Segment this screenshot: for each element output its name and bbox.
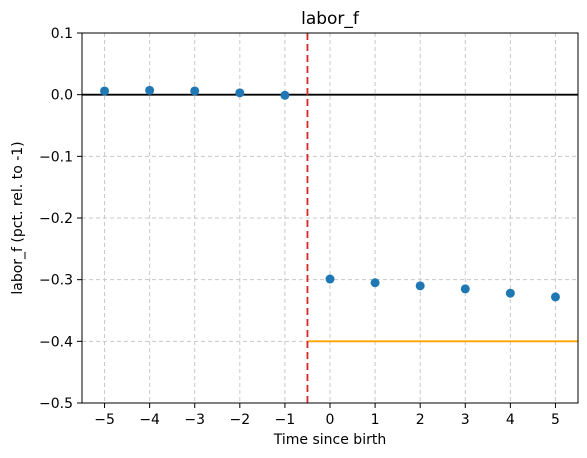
data-point	[235, 88, 244, 97]
x-tick-label: 5	[551, 412, 560, 428]
data-point	[371, 278, 380, 287]
x-tick-label: −3	[184, 412, 205, 428]
x-tick-label: 3	[461, 412, 470, 428]
x-axis-label: Time since birth	[273, 432, 386, 448]
y-tick-label: −0.3	[39, 273, 73, 289]
data-point	[461, 284, 470, 293]
data-point	[326, 275, 335, 284]
y-axis-label: labor_f (pct. rel. to -1)	[10, 141, 26, 294]
y-tick-label: −0.4	[39, 334, 73, 350]
x-tick-label: 2	[416, 412, 425, 428]
chart-title: labor_f	[301, 9, 360, 29]
data-point	[145, 86, 154, 95]
y-tick-label: 0.0	[51, 88, 73, 104]
y-tick-label: −0.5	[39, 396, 73, 412]
data-point	[551, 292, 560, 301]
x-tick-label: −2	[229, 412, 250, 428]
data-point	[190, 86, 199, 95]
x-tick-label: 4	[506, 412, 515, 428]
y-tick-label: 0.1	[51, 26, 73, 42]
data-point	[506, 289, 515, 298]
y-tick-label: −0.1	[39, 149, 73, 165]
x-tick-label: −5	[94, 412, 115, 428]
x-tick-label: −1	[275, 412, 296, 428]
y-tick-label: −0.2	[39, 211, 73, 227]
x-tick-label: −4	[139, 412, 160, 428]
data-point	[100, 86, 109, 95]
data-point	[416, 281, 425, 290]
x-tick-label: 0	[326, 412, 335, 428]
x-tick-label: 1	[371, 412, 380, 428]
data-point	[280, 91, 289, 100]
